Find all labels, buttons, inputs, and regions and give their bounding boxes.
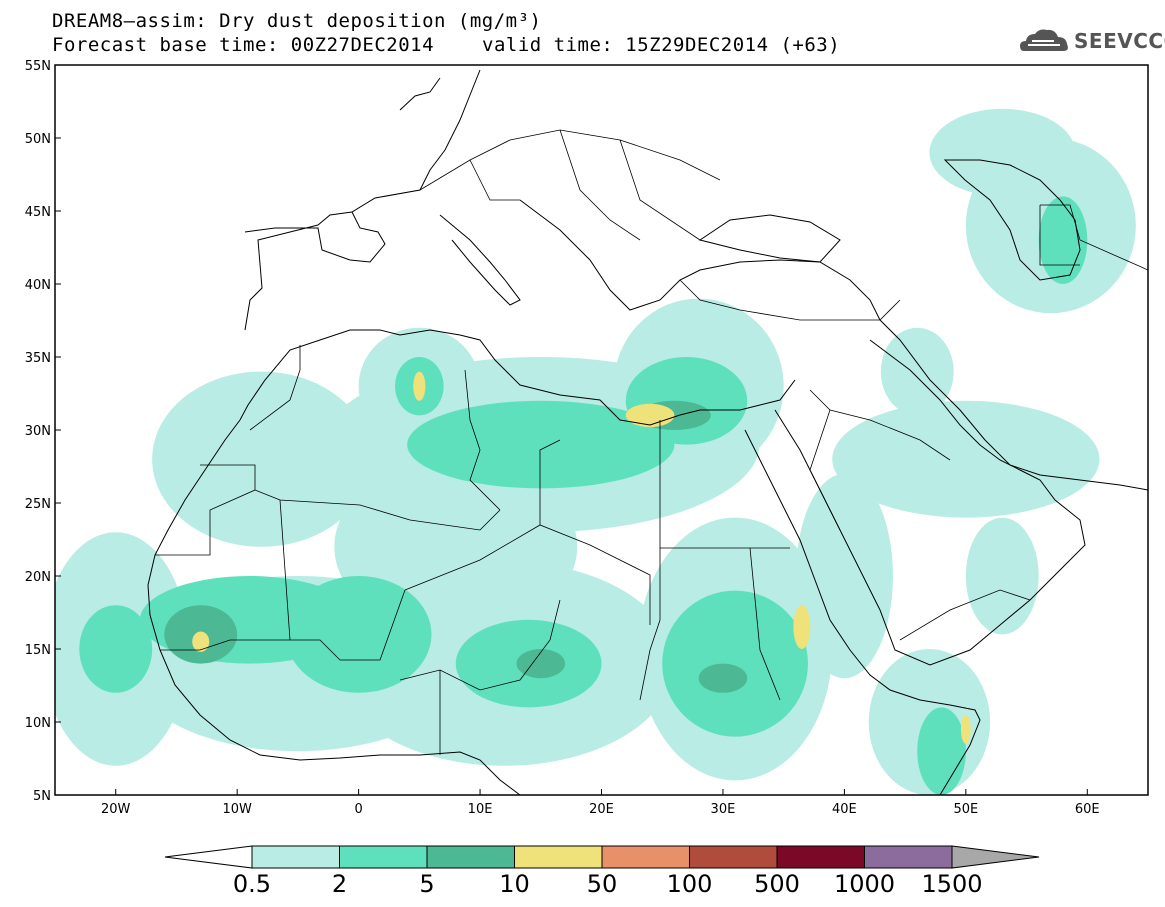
- forecast-base-time: Forecast base time: 00Z27DEC2014: [52, 34, 435, 56]
- lon-tick-label: 20W: [101, 802, 131, 817]
- colorbar-label: 2: [332, 870, 347, 898]
- dust-field-level-0: [832, 400, 1100, 518]
- lon-tick-label: 0: [354, 802, 362, 817]
- coastline-arabia: [774, 339, 1086, 666]
- dust-field-level-3: [413, 371, 426, 401]
- lon-tick-label: 40E: [832, 802, 857, 817]
- colorbar-segment: [426, 845, 515, 869]
- border-mauritania: [155, 489, 256, 556]
- border-libya-egypt: [539, 420, 790, 549]
- lat-tick-label: 5N: [33, 789, 51, 804]
- lat-tick-label: 20N: [25, 570, 51, 585]
- dust-field-level-0: [965, 517, 1039, 635]
- lat-tick-label: 15N: [25, 643, 51, 658]
- lat-tick-label: 30N: [25, 424, 51, 439]
- coastline-caspian: [943, 159, 1081, 281]
- border-mali-algeria: [200, 464, 501, 531]
- border-turkey: [679, 279, 901, 321]
- lon-tick-label: 30E: [711, 802, 736, 817]
- border-nigeria: [399, 599, 561, 755]
- border-yemen: [899, 589, 1031, 641]
- lat-tick-label: 55N: [25, 59, 51, 74]
- dust-field-level-1: [285, 576, 432, 693]
- colorbar-segment: [864, 845, 953, 869]
- lon-tick-label: 60E: [1075, 802, 1100, 817]
- coastline-north-africa: [239, 329, 796, 426]
- colorbar-segment: [514, 845, 603, 869]
- latitude-axis: 55N 50N 45N 40N 35N 30N 25N 20N 15N 10N 5N: [25, 59, 61, 804]
- dust-field-level-1: [79, 605, 153, 693]
- dust-field-level-0: [795, 473, 893, 679]
- lat-tick-label: 10N: [25, 716, 51, 731]
- map-subtitle: Forecast base time: 00Z27DEC2014 valid t…: [52, 34, 840, 100]
- colorbar-segment: [339, 845, 428, 869]
- colorbar-label: 5: [419, 870, 434, 898]
- lon-tick-label: 10W: [222, 802, 252, 817]
- dust-field-level-1: [407, 400, 675, 489]
- dust-field-level-3: [960, 714, 971, 744]
- lat-tick-label: 35N: [25, 351, 51, 366]
- coastline-balkans: [519, 199, 881, 321]
- lat-tick-label: 50N: [25, 132, 51, 147]
- colorbar-segment: [776, 845, 865, 869]
- border-niger-chad: [404, 524, 651, 625]
- colorbar-over-triangle: [951, 845, 1040, 869]
- colorbar-segment: [601, 845, 690, 869]
- lat-tick-label: 45N: [25, 205, 51, 220]
- logo-text: SEEVCCC: [1074, 29, 1165, 53]
- dust-field-level-0: [880, 327, 954, 416]
- border-central-asia: [1039, 204, 1148, 271]
- colorbar-segment: [251, 845, 340, 869]
- colorbar-label: 1000: [834, 870, 895, 898]
- lat-tick-label: 40N: [25, 278, 51, 293]
- border-west-africa: [160, 499, 406, 661]
- coastline-east-africa: [744, 429, 981, 795]
- dust-field-level-1: [662, 590, 808, 737]
- seevccc-logo: SEEVCCC: [1018, 25, 1165, 59]
- dust-field-level-3: [192, 631, 210, 652]
- colorbar-label: 0.5: [233, 870, 271, 898]
- border-morocco: [249, 345, 301, 431]
- coastline-layer: [147, 69, 1148, 795]
- dust-field-level-2: [698, 663, 748, 693]
- coastline-west-africa: [147, 419, 521, 795]
- border-sudan: [639, 547, 781, 701]
- dust-field-level-2: [516, 649, 566, 679]
- dust-field-level-0: [152, 371, 371, 547]
- cloud-icon: [1020, 29, 1068, 51]
- colorbar-label: 100: [667, 870, 713, 898]
- colorbar-label: 50: [587, 870, 618, 898]
- border-algeria-tunisia: [464, 369, 501, 511]
- coastline-iran: [879, 319, 1148, 491]
- colorbar-label: 1500: [921, 870, 982, 898]
- coastline-italy: [439, 214, 521, 306]
- colorbar-label: 500: [754, 870, 800, 898]
- dust-field-level-3: [793, 605, 811, 649]
- longitude-axis: 20W 10W 0 10E 20E 30E 40E 50E 60E: [101, 789, 1100, 817]
- map-title: DREAM8–assim: Dry dust deposition (mg/m³…: [52, 10, 542, 32]
- dust-field-level-0: [929, 108, 1076, 197]
- lon-tick-label: 50E: [953, 802, 978, 817]
- valid-time: valid time: 15Z29DEC2014 (+63): [482, 34, 841, 56]
- coastline-iberia: [244, 211, 386, 263]
- lon-tick-label: 20E: [589, 802, 614, 817]
- border-saudi: [809, 389, 951, 531]
- coastline-black-sea: [698, 214, 841, 263]
- lon-tick-label: 10E: [468, 802, 493, 817]
- border-europe: [419, 129, 721, 241]
- colorbar-label: 10: [499, 870, 530, 898]
- lat-tick-label: 25N: [25, 497, 51, 512]
- country-borders-layer: [155, 129, 1148, 755]
- colorbar-segment: [689, 845, 778, 869]
- colorbar-under-triangle: [164, 845, 253, 869]
